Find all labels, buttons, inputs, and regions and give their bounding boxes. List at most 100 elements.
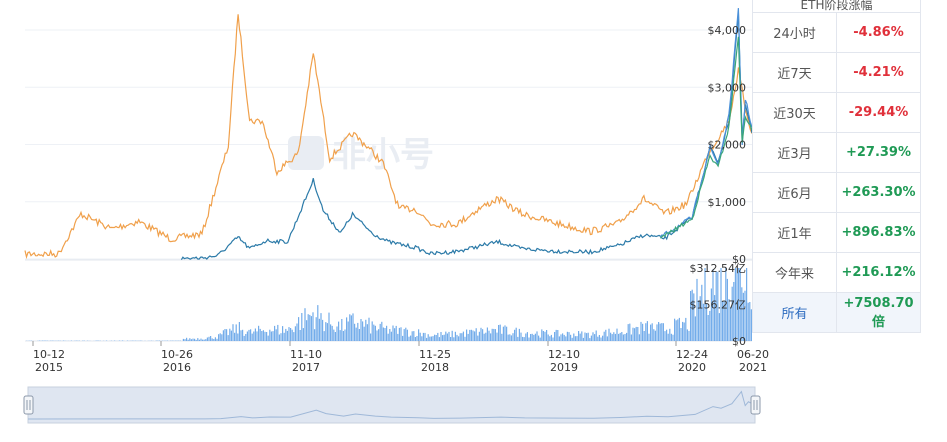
volume-bar — [450, 337, 452, 341]
period-change-value: -4.21% — [836, 52, 921, 93]
volume-bar — [298, 317, 300, 341]
date-tick-label: 12-10 — [548, 348, 580, 361]
volume-bar — [210, 336, 212, 341]
volume-bar — [496, 332, 498, 341]
volume-bar — [326, 323, 328, 341]
volume-bar — [296, 323, 298, 341]
volume-bar — [376, 330, 378, 341]
volume-bar — [494, 329, 496, 341]
volume-bar — [341, 319, 343, 341]
volume-bar — [227, 335, 229, 341]
volume-bar — [614, 333, 616, 341]
price-series-line — [24, 14, 753, 260]
volume-bar — [315, 317, 317, 341]
period-label[interactable]: 近30天 — [752, 92, 837, 133]
period-row[interactable]: 近1年 +896.83% — [752, 212, 921, 253]
volume-bar — [411, 331, 413, 341]
volume-bar — [243, 335, 245, 341]
volume-bar — [291, 329, 293, 341]
volume-bar — [466, 329, 468, 341]
volume-bar — [354, 323, 356, 341]
volume-bar — [619, 332, 621, 341]
volume-bar — [368, 317, 370, 341]
range-navigator[interactable] — [23, 386, 761, 424]
period-row[interactable]: 近30天 -29.44% — [752, 92, 921, 133]
volume-bar — [590, 335, 592, 341]
volume-bar — [726, 278, 728, 341]
volume-bar — [387, 333, 389, 341]
volume-bar — [270, 331, 272, 341]
volume-bar — [219, 333, 221, 341]
volume-bar — [584, 332, 586, 341]
volume-bar — [526, 332, 528, 341]
volume-bar — [579, 333, 581, 341]
volume-bar — [685, 317, 687, 341]
volume-bar — [395, 325, 397, 341]
volume-bar — [573, 333, 575, 341]
volume-bar — [600, 337, 602, 341]
period-row[interactable]: 所有 +7508.70倍 — [752, 292, 921, 333]
volume-bar — [686, 329, 688, 341]
volume-bar — [384, 328, 386, 341]
volume-bar — [477, 335, 479, 341]
volume-bar — [336, 326, 338, 341]
volume-bar — [586, 333, 588, 341]
volume-bar — [504, 325, 506, 341]
volume-tick-label: $156.27亿 — [690, 299, 747, 312]
volume-bar — [645, 323, 647, 341]
volume-bar — [656, 324, 658, 341]
volume-bar — [323, 331, 325, 341]
volume-bar — [507, 334, 509, 341]
volume-bar — [710, 288, 712, 341]
volume-bar — [613, 332, 615, 341]
period-label[interactable]: 近1年 — [752, 212, 837, 253]
volume-bar — [206, 337, 208, 341]
volume-bar — [536, 331, 538, 341]
volume-bar — [571, 337, 573, 341]
period-label[interactable]: 近3月 — [752, 132, 837, 173]
volume-bar — [510, 335, 512, 341]
volume-bar — [406, 329, 408, 341]
volume-bar — [195, 339, 197, 341]
volume-bar — [542, 331, 544, 341]
volume-bar — [699, 296, 701, 341]
volume-bar — [520, 332, 522, 341]
volume-bar — [299, 330, 301, 341]
watermark: 非小号 — [288, 135, 434, 175]
volume-bar — [430, 336, 432, 341]
volume-bar — [627, 324, 629, 341]
period-change-value: +896.83% — [836, 212, 921, 253]
volume-bar — [442, 335, 444, 341]
volume-bar — [437, 332, 439, 341]
volume-bar — [498, 325, 500, 341]
volume-bar — [464, 336, 466, 341]
volume-bar — [702, 303, 704, 341]
period-row[interactable]: 24小时 -4.86% — [752, 12, 921, 53]
navigator-handle[interactable] — [23, 395, 34, 415]
volume-bar — [246, 331, 248, 341]
period-label[interactable]: 所有 — [752, 292, 837, 333]
year-tick-label: 2021 — [739, 361, 767, 374]
period-label[interactable]: 近6月 — [752, 172, 837, 213]
period-label[interactable]: 今年来 — [752, 252, 837, 293]
period-row[interactable]: 近7天 -4.21% — [752, 52, 921, 93]
period-label[interactable]: 近7天 — [752, 52, 837, 93]
period-change-value: +27.39% — [836, 132, 921, 173]
navigator-handle[interactable] — [750, 395, 761, 415]
volume-bar — [266, 332, 268, 341]
volume-bar — [667, 333, 669, 341]
volume-bar — [552, 337, 554, 341]
volume-bar — [592, 332, 594, 341]
period-row[interactable]: 近6月 +263.30% — [752, 172, 921, 213]
price-series-line — [659, 36, 753, 239]
volume-bar — [622, 334, 624, 341]
volume-bar — [664, 331, 666, 341]
volume-bar — [416, 336, 418, 341]
period-label[interactable]: 24小时 — [752, 12, 837, 53]
volume-bar — [285, 328, 287, 341]
period-row[interactable]: 今年来 +216.12% — [752, 252, 921, 293]
volume-bar — [373, 324, 375, 341]
volume-bar — [462, 331, 464, 341]
volume-bar — [563, 334, 565, 341]
period-row[interactable]: 近3月 +27.39% — [752, 132, 921, 173]
